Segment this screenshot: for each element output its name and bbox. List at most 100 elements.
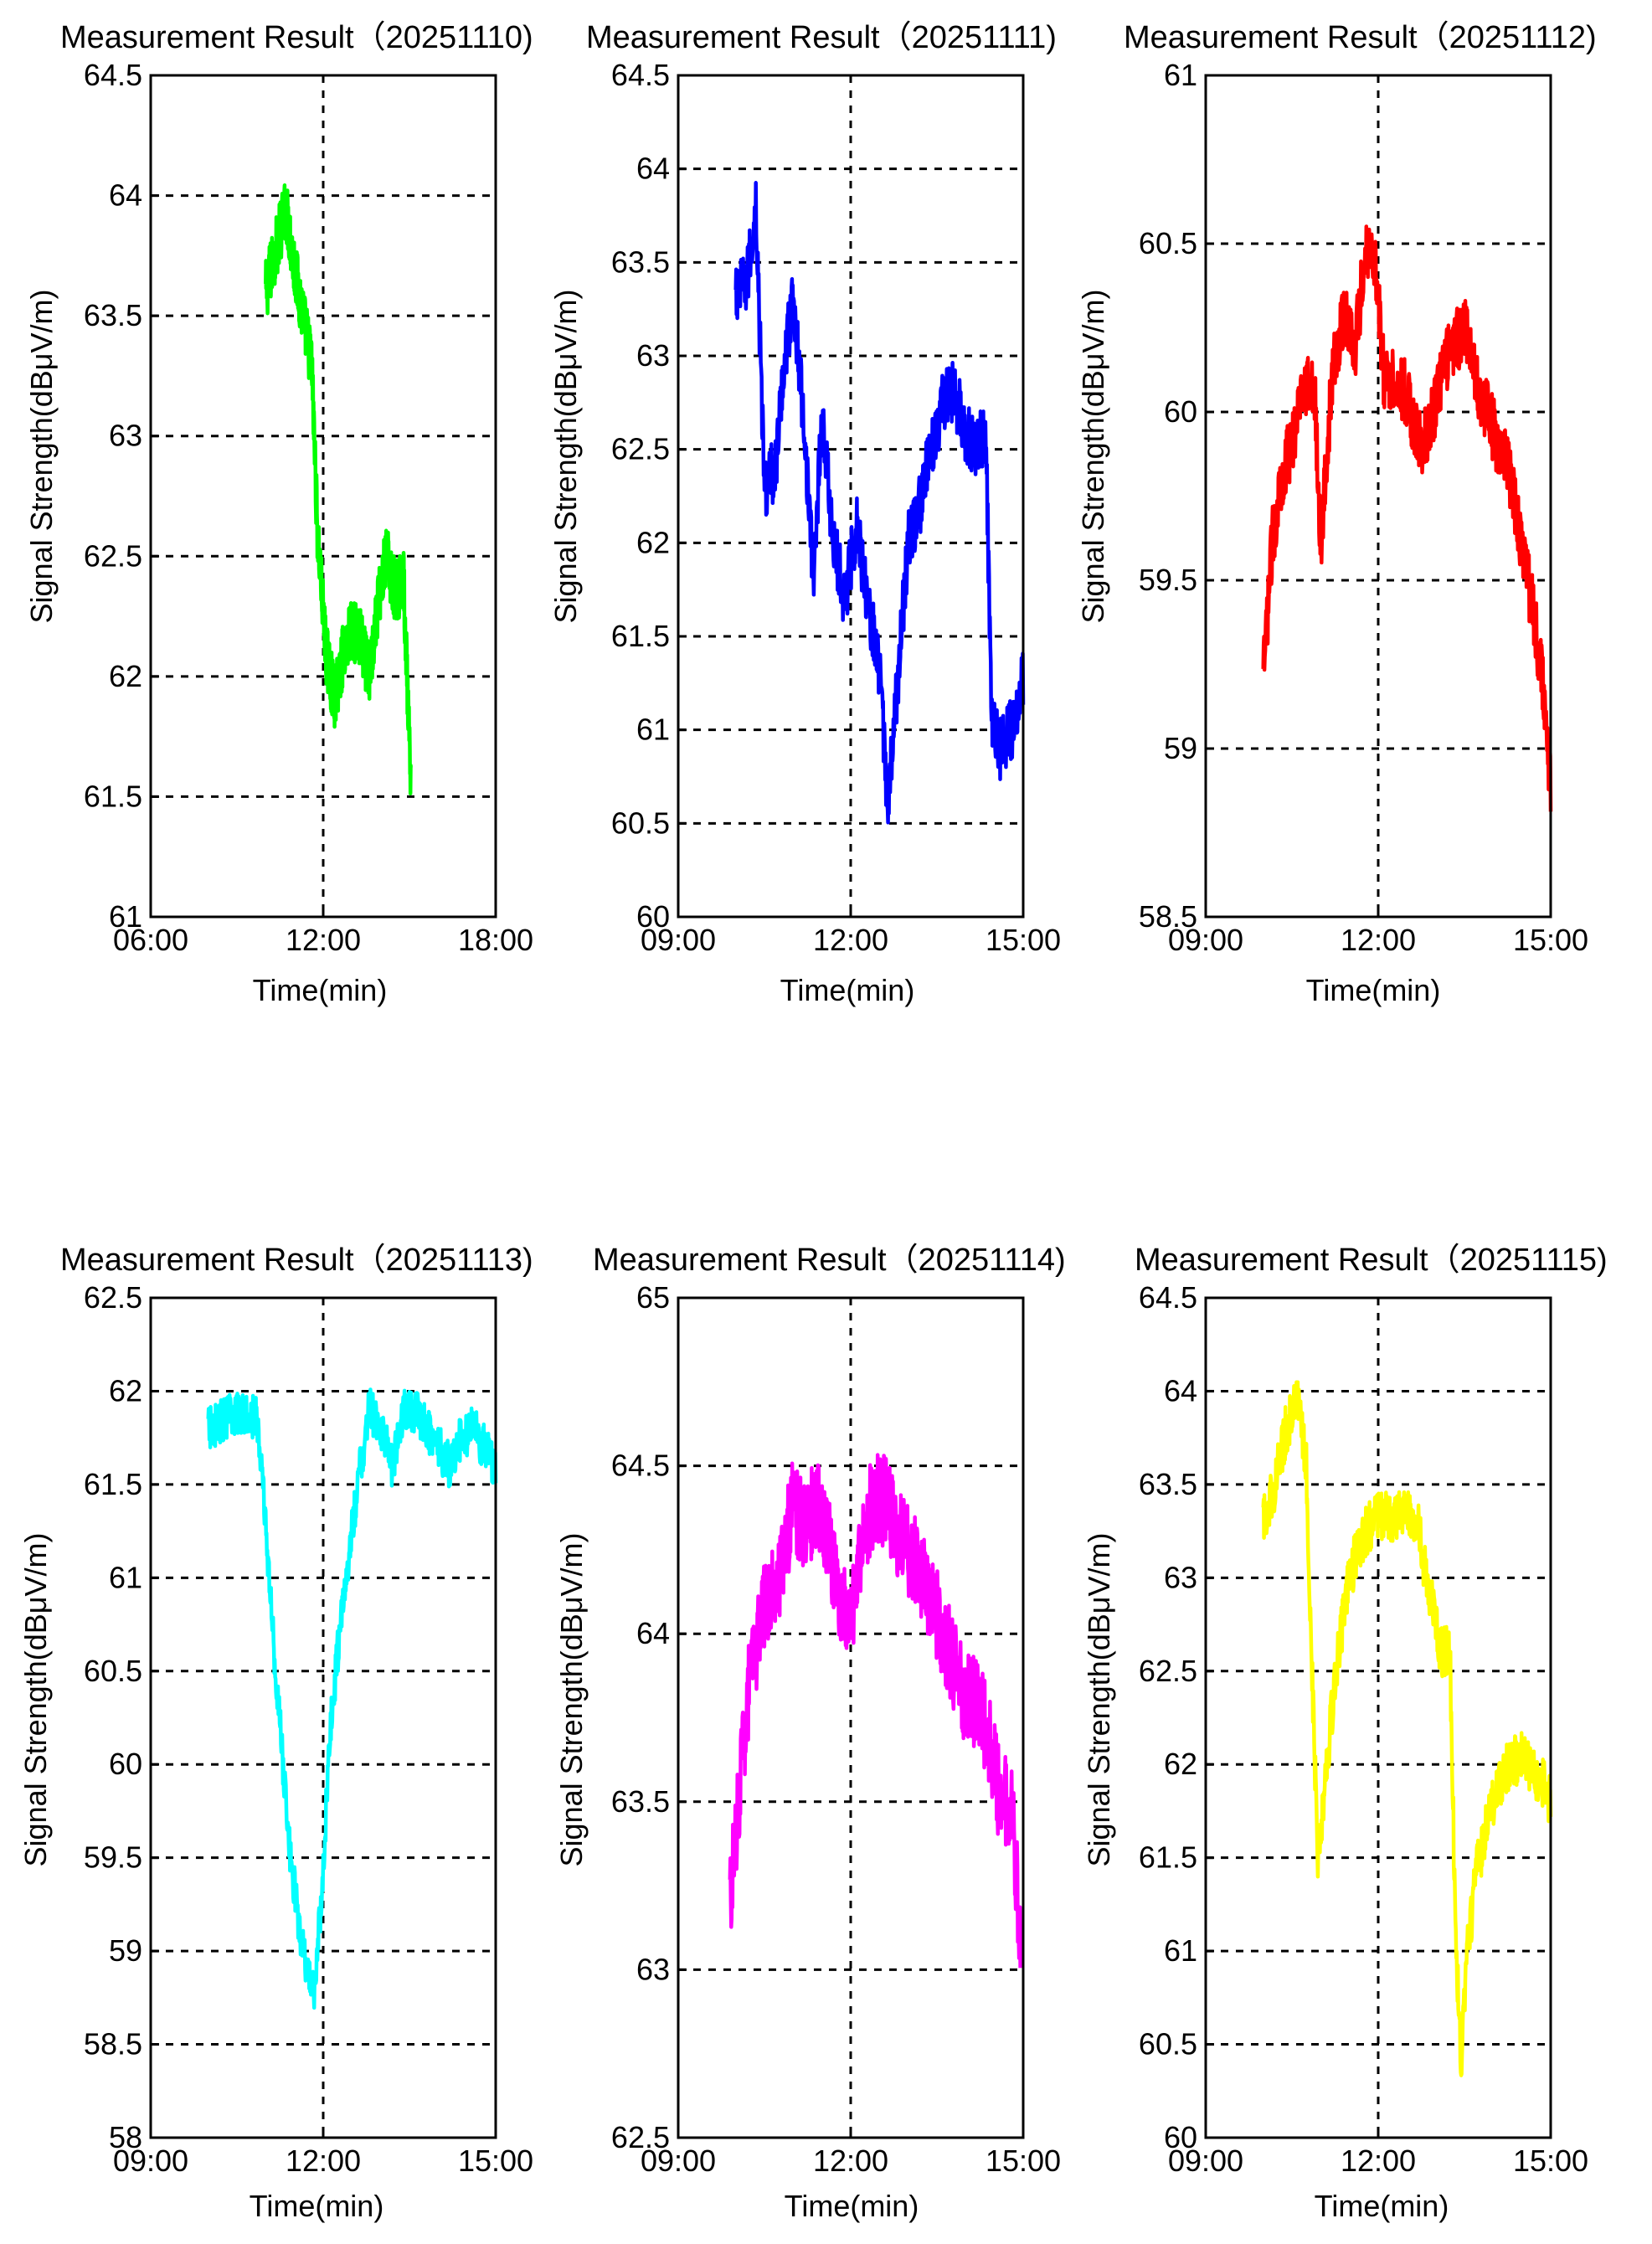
y-tick-label: 64 bbox=[636, 152, 670, 186]
x-tick-label: 15:00 bbox=[1513, 2144, 1588, 2178]
chart-20251115: Measurement Result（20251115) Signal Stre… bbox=[1082, 1243, 1608, 2223]
x-tick-label: 15:00 bbox=[986, 2144, 1061, 2178]
chart-title: Measurement Result（20251115) bbox=[1135, 1243, 1608, 1278]
y-axis-label: Signal Strength(dBμV/m) bbox=[24, 290, 59, 624]
x-axis-label: Time(min) bbox=[780, 973, 915, 1007]
x-axis-label: Time(min) bbox=[1315, 2189, 1449, 2223]
y-tick-label: 61 bbox=[109, 1560, 142, 1594]
y-axis-label: Signal Strength(dBμV/m) bbox=[18, 1533, 53, 1867]
y-tick-label: 64.5 bbox=[1139, 1280, 1197, 1315]
y-tick-label: 60 bbox=[109, 1747, 142, 1781]
x-tick-label: 18:00 bbox=[458, 923, 533, 957]
y-tick-label: 61 bbox=[109, 899, 142, 934]
x-tick-label: 15:00 bbox=[1513, 923, 1588, 957]
y-tick-label: 61.5 bbox=[84, 779, 142, 813]
x-tick-label: 12:00 bbox=[813, 2144, 888, 2178]
y-tick-label: 63.5 bbox=[1139, 1467, 1197, 1501]
y-tick-label: 64 bbox=[636, 1616, 670, 1650]
plot-frame bbox=[1204, 1296, 1552, 2139]
x-tick-label: 06:00 bbox=[113, 923, 188, 957]
x-tick-label: 09:00 bbox=[113, 2144, 188, 2178]
series-line-20251112 bbox=[1261, 224, 1553, 812]
y-tick-label: 58.5 bbox=[84, 2027, 142, 2061]
y-axis-label: Signal Strength(dBμV/m) bbox=[548, 290, 583, 624]
series-line-20251111 bbox=[733, 181, 1026, 825]
y-tick-label: 60.5 bbox=[84, 1654, 142, 1688]
y-tick-label: 64.5 bbox=[611, 58, 670, 92]
plot-frame bbox=[1204, 74, 1552, 919]
chart-title: Measurement Result（20251111) bbox=[586, 20, 1057, 55]
chart-20251110: Measurement Result（20251110) Signal Stre… bbox=[24, 20, 533, 1007]
y-tick-label: 58.5 bbox=[1139, 899, 1197, 934]
y-tick-label: 61 bbox=[636, 713, 670, 747]
x-tick-label: 09:00 bbox=[1168, 923, 1243, 957]
y-tick-label: 64 bbox=[1164, 1373, 1197, 1408]
y-tick-label: 62.5 bbox=[1139, 1654, 1197, 1688]
y-tick-label: 60.5 bbox=[1139, 226, 1197, 260]
y-tick-label: 64.5 bbox=[84, 58, 142, 92]
chart-20251111: Measurement Result（20251111) Signal Stre… bbox=[548, 20, 1061, 1007]
y-tick-label: 63.5 bbox=[84, 298, 142, 332]
y-tick-label: 60 bbox=[636, 899, 670, 934]
chart-title: Measurement Result（20251114) bbox=[593, 1243, 1066, 1278]
y-tick-label: 59.5 bbox=[1139, 563, 1197, 597]
y-tick-label: 65 bbox=[636, 1280, 670, 1315]
x-tick-label: 09:00 bbox=[1168, 2144, 1243, 2178]
chart-title: Measurement Result（20251112) bbox=[1124, 20, 1597, 55]
y-tick-label: 62.5 bbox=[611, 2120, 670, 2154]
y-tick-label: 60.5 bbox=[611, 805, 670, 840]
x-tick-label: 09:00 bbox=[641, 923, 716, 957]
y-tick-label: 63 bbox=[636, 338, 670, 373]
y-tick-label: 59 bbox=[109, 1933, 142, 1968]
y-tick-label: 61 bbox=[1164, 58, 1197, 92]
chart-title: Measurement Result（20251110) bbox=[60, 20, 533, 55]
y-tick-label: 64.5 bbox=[611, 1449, 670, 1483]
series-line-20251110 bbox=[264, 183, 413, 795]
chart-20251113: Measurement Result（20251113) Signal Stre… bbox=[18, 1243, 533, 2223]
x-tick-label: 15:00 bbox=[986, 923, 1061, 957]
y-tick-label: 63.5 bbox=[611, 1784, 670, 1819]
x-axis-label: Time(min) bbox=[250, 2189, 384, 2223]
chart-title: Measurement Result（20251113) bbox=[60, 1243, 533, 1278]
x-tick-label: 12:00 bbox=[286, 923, 361, 957]
y-tick-label: 61.5 bbox=[1139, 1840, 1197, 1875]
x-tick-label: 15:00 bbox=[458, 2144, 533, 2178]
y-axis-label: Signal Strength(dBμV/m) bbox=[554, 1533, 589, 1867]
y-tick-label: 61.5 bbox=[84, 1467, 142, 1501]
x-axis-label: Time(min) bbox=[785, 2189, 919, 2223]
x-tick-label: 09:00 bbox=[641, 2144, 716, 2178]
y-tick-label: 60 bbox=[1164, 2120, 1197, 2154]
y-axis-label: Signal Strength(dBμV/m) bbox=[1076, 290, 1110, 624]
y-tick-label: 60.5 bbox=[1139, 2027, 1197, 2061]
plot-frame bbox=[677, 1296, 1025, 2139]
y-tick-label: 60 bbox=[1164, 394, 1197, 429]
y-tick-label: 63 bbox=[636, 1952, 670, 1986]
y-tick-label: 63 bbox=[109, 419, 142, 453]
x-tick-label: 12:00 bbox=[1341, 923, 1416, 957]
y-tick-label: 59 bbox=[1164, 731, 1197, 765]
chart-20251114: Measurement Result（20251114) Signal Stre… bbox=[554, 1243, 1066, 2223]
x-tick-label: 12:00 bbox=[813, 923, 888, 957]
x-axis-label: Time(min) bbox=[253, 973, 388, 1007]
y-tick-label: 62.5 bbox=[611, 432, 670, 466]
series-line-20251115 bbox=[1261, 1380, 1553, 2077]
plot-frame bbox=[149, 1296, 497, 2139]
series-line-20251113 bbox=[206, 1387, 498, 2010]
y-axis-label: Signal Strength(dBμV/m) bbox=[1082, 1533, 1116, 1867]
y-tick-label: 63.5 bbox=[611, 244, 670, 279]
y-tick-label: 62 bbox=[109, 659, 142, 693]
y-tick-label: 62.5 bbox=[84, 538, 142, 573]
y-tick-label: 62 bbox=[636, 525, 670, 559]
y-tick-label: 61.5 bbox=[611, 619, 670, 653]
y-tick-label: 63 bbox=[1164, 1560, 1197, 1594]
plot-frame bbox=[149, 74, 497, 919]
plot-frame bbox=[677, 74, 1025, 919]
x-axis-label: Time(min) bbox=[1306, 973, 1441, 1007]
x-tick-label: 12:00 bbox=[1341, 2144, 1416, 2178]
y-tick-label: 61 bbox=[1164, 1933, 1197, 1968]
y-tick-label: 62 bbox=[109, 1373, 142, 1408]
y-tick-label: 58 bbox=[109, 2120, 142, 2154]
y-tick-label: 64 bbox=[109, 178, 142, 213]
y-tick-label: 62.5 bbox=[84, 1280, 142, 1315]
